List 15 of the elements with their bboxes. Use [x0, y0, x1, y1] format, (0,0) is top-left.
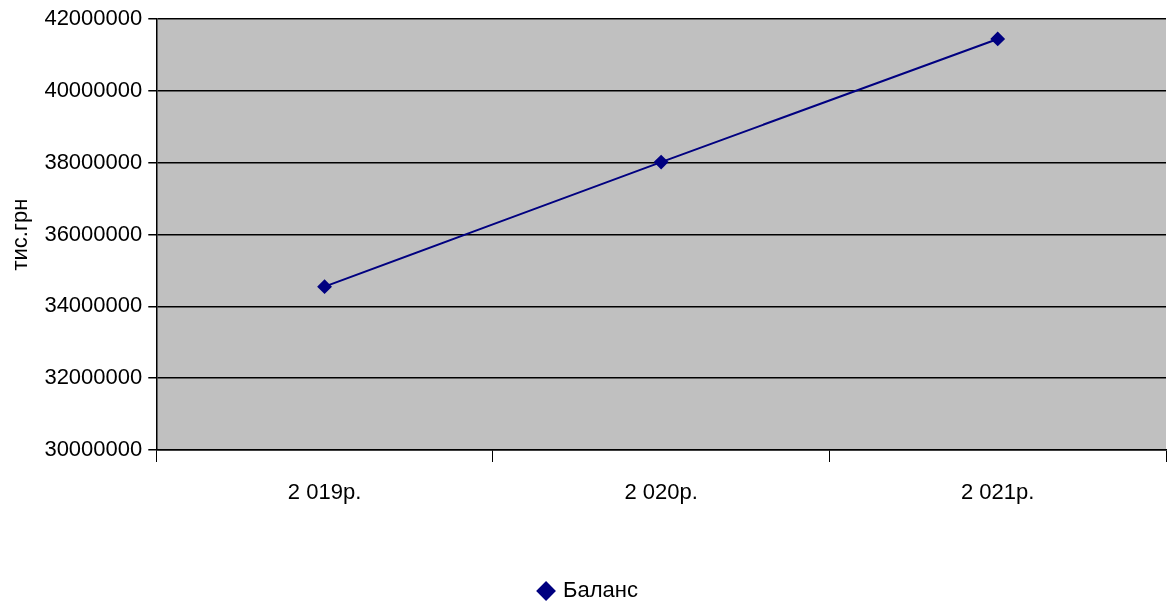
x-tick-label: 2 020р.	[624, 479, 698, 505]
y-tick-label: 34000000	[44, 292, 143, 318]
y-axis-title: тис.грн	[7, 198, 33, 271]
y-tick-label: 40000000	[44, 77, 143, 103]
x-tick-label: 2 019р.	[287, 479, 362, 505]
y-tick-label: 36000000	[44, 220, 143, 246]
legend-label: Баланс	[563, 577, 638, 603]
y-tick-label: 32000000	[44, 364, 143, 390]
point	[990, 31, 1005, 46]
x-tick-label: 2 021р.	[961, 479, 1035, 505]
point	[654, 155, 669, 170]
y-tick-label: 38000000	[44, 148, 143, 174]
y-tick-label: 30000000	[44, 436, 143, 462]
y-tick-label: 42000000	[44, 5, 143, 31]
point	[317, 279, 332, 294]
